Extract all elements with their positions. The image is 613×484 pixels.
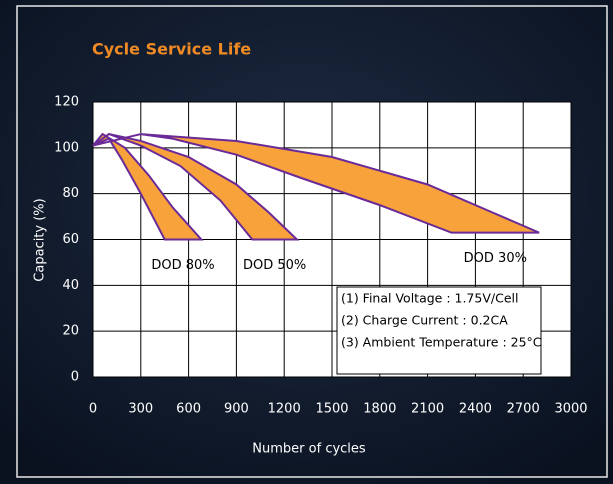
y-tick-label: 120 (54, 95, 79, 110)
x-tick-label: 2100 (411, 402, 444, 417)
x-tick-label: 900 (224, 402, 249, 417)
y-tick-label: 0 (71, 370, 79, 385)
band-label: DOD 50% (243, 258, 306, 273)
x-axis-label: Number of cycles (252, 442, 366, 457)
x-tick-label: 3000 (554, 402, 587, 417)
x-tick-label: 2700 (507, 402, 540, 417)
note: (1) Final Voltage : 1.75V/Cell (341, 291, 518, 306)
x-tick-label: 1800 (363, 402, 396, 417)
x-tick-label: 600 (176, 402, 201, 417)
note-box (336, 286, 542, 375)
x-tick-label: 2400 (459, 402, 492, 417)
band (92, 133, 540, 234)
note: (2) Charge Current : 0.2CA (341, 313, 508, 328)
y-tick-label: 20 (62, 324, 79, 339)
x-tick-label: 300 (128, 402, 153, 417)
note: (3) Ambient Temperature : 25°C (341, 335, 542, 350)
chart-title: Cycle Service Life (92, 40, 251, 59)
y-tick-label: 40 (62, 278, 79, 293)
y-tick-label: 60 (62, 232, 79, 247)
band (92, 132, 300, 241)
y-tick-label: 80 (62, 186, 79, 201)
x-tick-label: 1500 (315, 402, 348, 417)
band-label: DOD 30% (464, 251, 527, 266)
y-axis-label: Capacity (%) (33, 198, 48, 281)
x-tick-label: 0 (89, 402, 97, 417)
y-tick-label: 100 (54, 140, 79, 155)
band-label: DOD 80% (151, 258, 214, 273)
frame (16, 5, 608, 478)
x-tick-label: 1200 (268, 402, 301, 417)
band (92, 132, 204, 241)
